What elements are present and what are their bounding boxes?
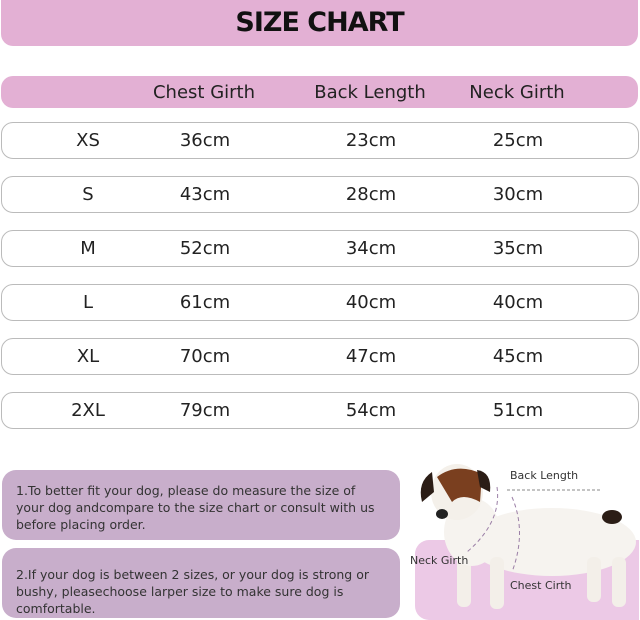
size-label: M: [80, 238, 96, 259]
neck-girth-value: 30cm: [492, 184, 544, 205]
back-length-value: 34cm: [345, 238, 397, 259]
back-length-value: 54cm: [345, 400, 397, 421]
neck-girth-value: 45cm: [492, 346, 544, 367]
table-row: XS 36cm 23cm 25cm: [1, 122, 639, 159]
chest-girth-value: 79cm: [179, 400, 231, 421]
back-length-value: 23cm: [345, 130, 397, 151]
size-label: L: [82, 292, 94, 313]
label-back-length: Back Length: [510, 469, 579, 482]
note-2: 2.If your dog is between 2 sizes, or you…: [2, 548, 400, 618]
table-row: 2XL 79cm 54cm 51cm: [1, 392, 639, 429]
column-header-chest-girth: Chest Girth: [152, 82, 256, 103]
chest-girth-value: 52cm: [179, 238, 231, 259]
back-length-value: 40cm: [345, 292, 397, 313]
table-row: XL 70cm 47cm 45cm: [1, 338, 639, 375]
chest-girth-value: 61cm: [179, 292, 231, 313]
dog-illustration: [420, 464, 636, 609]
back-length-value: 28cm: [345, 184, 397, 205]
size-label: XL: [76, 346, 100, 367]
table-row: L 61cm 40cm 40cm: [1, 284, 639, 321]
chest-girth-value: 70cm: [179, 346, 231, 367]
note-1: 1.To better fit your dog, please do meas…: [2, 470, 400, 540]
table-row: M 52cm 34cm 35cm: [1, 230, 639, 267]
neck-girth-value: 35cm: [492, 238, 544, 259]
neck-girth-value: 40cm: [492, 292, 544, 313]
label-chest-girth: Chest Cirth: [510, 579, 572, 592]
chest-girth-value: 36cm: [179, 130, 231, 151]
size-label: 2XL: [71, 400, 105, 421]
size-label: S: [82, 184, 94, 205]
column-header-back-length: Back Length: [314, 82, 426, 103]
label-neck-girth: Neck Girth: [410, 554, 469, 567]
column-header-neck-girth: Neck Girth: [469, 82, 565, 103]
table-header: Chest Girth Back Length Neck Girth: [1, 76, 638, 108]
neck-girth-value: 51cm: [492, 400, 544, 421]
page-title: SIZE CHART: [1, 0, 638, 46]
chest-girth-value: 43cm: [179, 184, 231, 205]
neck-girth-value: 25cm: [492, 130, 544, 151]
size-label: XS: [76, 130, 100, 151]
table-row: S 43cm 28cm 30cm: [1, 176, 639, 213]
back-length-value: 47cm: [345, 346, 397, 367]
